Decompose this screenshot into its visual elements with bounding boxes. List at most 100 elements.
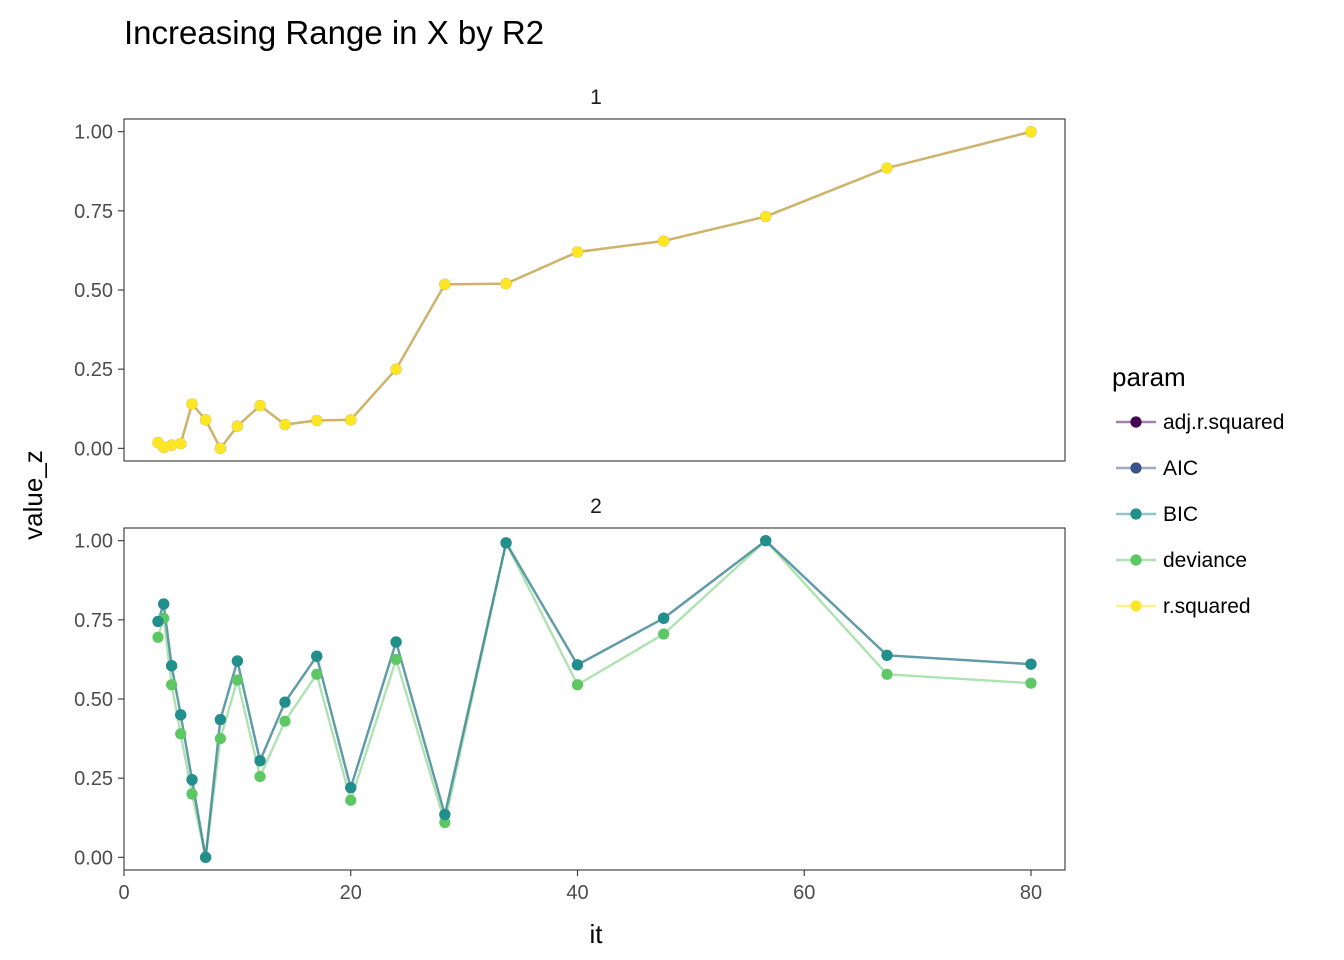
series-line-r-squared <box>157 130 1032 450</box>
legend-label: deviance <box>1163 549 1247 572</box>
legend-label: adj.r.squared <box>1163 411 1284 434</box>
data-point-deviance <box>390 653 402 666</box>
data-point-deviance <box>214 732 226 745</box>
data-point-r-squared <box>254 399 266 412</box>
data-point-bic <box>214 713 226 726</box>
data-point-r-squared <box>166 439 178 451</box>
data-point-deviance <box>175 728 187 740</box>
y-tick-label: 0.75 <box>74 610 113 632</box>
data-point-r-squared <box>658 235 670 247</box>
data-point-r-squared <box>1025 126 1037 138</box>
y-tick-label: 1.00 <box>74 531 113 553</box>
data-point-deviance <box>345 794 357 806</box>
y-tick-label: 0.25 <box>74 359 113 381</box>
legend-label: BIC <box>1163 503 1198 526</box>
data-point-r-squared <box>279 418 291 431</box>
data-point-deviance <box>881 668 893 680</box>
x-tick-label: 40 <box>566 882 588 904</box>
data-point-bic <box>500 537 512 549</box>
data-point-deviance <box>186 788 198 800</box>
legend-item-adj-r-squared: adj.r.squared <box>1116 411 1284 434</box>
x-axis-title: it <box>590 919 604 949</box>
data-point-deviance <box>152 631 164 643</box>
legend-title: param <box>1112 362 1186 392</box>
legend-label: AIC <box>1163 457 1198 480</box>
data-point-bic <box>390 636 402 648</box>
facet-strip-label-1: 1 <box>590 86 602 109</box>
legend-item-deviance: deviance <box>1116 549 1247 572</box>
y-tick-label: 0.25 <box>74 768 113 790</box>
y-tick-label: 0.00 <box>74 438 113 460</box>
data-point-bic <box>166 660 178 672</box>
data-point-bic <box>200 851 212 863</box>
legend-key-point <box>1130 554 1142 566</box>
data-point-bic <box>345 782 357 794</box>
panel-2-border <box>123 527 1066 871</box>
data-point-r-squared <box>500 278 512 290</box>
data-point-bic <box>881 649 893 661</box>
y-tick-label: 0.75 <box>74 201 113 223</box>
data-point-r-squared <box>231 420 243 432</box>
x-tick-label: 0 <box>118 882 129 904</box>
legend: param adj.r.squared AIC BIC deviance r.squar… <box>1112 362 1284 618</box>
y-tick-label: 0.00 <box>74 847 113 869</box>
facet-panel-2: 2 0.00 0.25 0.50 0.75 1.00 <box>74 495 1066 871</box>
legend-item-bic: BIC <box>1116 503 1198 526</box>
data-point-bic <box>439 808 451 821</box>
data-point-r-squared <box>390 363 402 375</box>
x-tick-label: 60 <box>793 882 815 904</box>
x-tick-label: 80 <box>1020 882 1042 904</box>
data-point-r-squared <box>175 437 187 450</box>
y-tick-label: 0.50 <box>74 280 113 302</box>
series-line-deviance <box>156 539 1032 859</box>
data-point-r-squared <box>881 162 893 174</box>
data-point-bic <box>658 612 670 624</box>
data-point-r-squared <box>571 246 584 258</box>
legend-key-point <box>1130 416 1142 428</box>
data-point-deviance <box>1025 677 1037 689</box>
data-point-r-squared <box>186 398 198 410</box>
legend-item-aic: AIC <box>1116 457 1198 480</box>
data-point-bic <box>158 598 170 610</box>
data-point-r-squared <box>311 414 323 427</box>
panel-1-border <box>123 118 1066 462</box>
legend-label: r.squared <box>1163 595 1251 618</box>
data-point-deviance <box>311 668 323 680</box>
data-point-r-squared <box>214 442 226 454</box>
legend-key-point <box>1130 600 1142 612</box>
data-point-r-squared <box>345 414 357 426</box>
panel-1-y-axis: 0.00 0.25 0.50 0.75 1.00 <box>74 122 124 460</box>
data-point-bic <box>311 650 323 662</box>
data-point-deviance <box>571 679 584 691</box>
data-point-bic <box>186 774 198 786</box>
data-point-bic <box>231 655 243 667</box>
data-point-deviance <box>166 679 178 691</box>
legend-key-point <box>1130 462 1142 474</box>
data-point-deviance <box>279 715 291 727</box>
data-point-bic <box>760 535 772 547</box>
data-point-bic <box>175 709 187 721</box>
data-point-r-squared <box>439 278 451 290</box>
data-point-bic <box>152 615 164 628</box>
facet-panel-1: 1 0.00 0.25 0.50 0.75 1.00 <box>74 86 1066 462</box>
data-point-r-squared <box>200 414 212 426</box>
data-point-bic <box>279 696 291 708</box>
data-point-deviance <box>439 816 451 829</box>
x-tick-label: 20 <box>340 882 362 904</box>
x-axis: 0 20 40 60 80 <box>118 870 1042 904</box>
legend-item-r-squared: r.squared <box>1116 595 1251 618</box>
data-point-deviance <box>231 674 243 686</box>
y-axis-title: value_z <box>18 450 48 540</box>
data-point-deviance <box>658 628 670 640</box>
chart-title: Increasing Range in X by R2 <box>124 14 544 51</box>
legend-key-point <box>1130 508 1142 520</box>
data-point-bic <box>254 755 266 767</box>
panel-2-y-axis: 0.00 0.25 0.50 0.75 1.00 <box>74 531 124 869</box>
data-point-bic <box>1025 658 1037 670</box>
data-point-r-squared <box>760 210 772 223</box>
series-line-bic <box>156 539 1032 859</box>
facet-strip-label-2: 2 <box>590 495 602 518</box>
data-point-deviance <box>254 770 266 783</box>
data-point-bic <box>571 659 584 671</box>
